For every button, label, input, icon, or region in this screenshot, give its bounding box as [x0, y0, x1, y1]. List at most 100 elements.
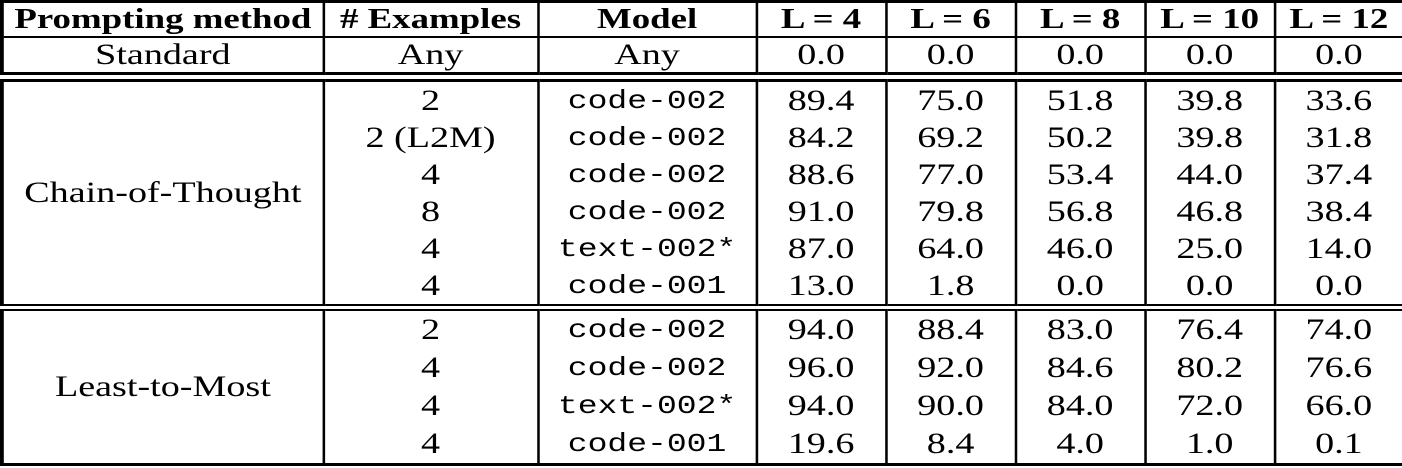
- value-cell: 39.8: [1143, 119, 1276, 156]
- table-row: 2 (L2M) code-002 84.2 69.2 50.2 39.8 31.…: [2, 119, 1402, 156]
- value-cell: 50.2: [1014, 119, 1147, 156]
- model-cell: code-002: [536, 307, 758, 349]
- model-cell: code-002: [536, 349, 758, 387]
- value-cell: 74.0: [1273, 307, 1402, 349]
- table-row: 4 text-002* 94.0 90.0 84.0 72.0 66.0: [2, 387, 1402, 425]
- value-cell: 0.1: [1273, 425, 1402, 465]
- value-cell: 84.2: [755, 119, 888, 156]
- value-cell: 88.4: [884, 307, 1017, 349]
- value-cell: 69.2: [884, 119, 1017, 156]
- examples-cell: 4: [321, 230, 540, 267]
- examples-cell: 2 (L2M): [321, 119, 540, 156]
- value-cell: 72.0: [1143, 387, 1276, 425]
- model-cell: code-001: [536, 425, 758, 465]
- value-cell: 96.0: [755, 349, 888, 387]
- table-row: 4 code-002 88.6 77.0 53.4 44.0 37.4: [2, 156, 1402, 193]
- table-row: 4 text-002* 87.0 64.0 46.0 25.0 14.0: [2, 230, 1402, 267]
- model-cell: code-002: [536, 193, 758, 230]
- value-cell: 84.0: [1014, 387, 1147, 425]
- table-row: 4 code-001 13.0 1.8 0.0 0.0 0.0: [2, 267, 1402, 311]
- column-header-l8: L = 8: [1014, 1, 1147, 38]
- column-header-l12: L = 12: [1273, 1, 1402, 38]
- table-row: 4 code-002 96.0 92.0 84.6 80.2 76.6: [2, 349, 1402, 387]
- value-cell: 94.0: [755, 307, 888, 349]
- table-row: Standard Any Any 0.0 0.0 0.0 0.0 0.0: [0, 37, 1402, 82]
- value-cell: 90.0: [884, 387, 1017, 425]
- value-cell: 94.0: [755, 387, 888, 425]
- model-cell: Any: [536, 37, 758, 82]
- value-cell: 0.0: [1143, 267, 1276, 311]
- examples-cell: 4: [321, 387, 540, 425]
- column-header-method: Prompting method: [0, 1, 325, 38]
- value-cell: 0.0: [755, 37, 888, 82]
- examples-cell: 4: [321, 156, 540, 193]
- value-cell: 46.0: [1014, 230, 1147, 267]
- value-cell: 1.0: [1143, 425, 1276, 465]
- examples-cell: Any: [321, 37, 540, 82]
- value-cell: 46.8: [1143, 193, 1276, 230]
- table-row: Least-to-Most 2 code-002 94.0 88.4 83.0 …: [0, 307, 1402, 465]
- value-cell: 0.0: [884, 37, 1017, 82]
- value-cell: 44.0: [1143, 156, 1276, 193]
- column-header-l6: L = 6: [884, 1, 1017, 38]
- value-cell: 39.8: [1143, 77, 1276, 119]
- value-cell: 75.0: [884, 77, 1017, 119]
- column-header-examples: # Examples: [321, 1, 540, 38]
- value-cell: 31.8: [1273, 119, 1402, 156]
- column-header-model: Model: [536, 1, 758, 38]
- value-cell: 0.0: [1014, 267, 1147, 311]
- value-cell: 87.0: [755, 230, 888, 267]
- model-cell: text-002*: [536, 387, 758, 425]
- table-row: Chain-of-Thought 2 code-002 89.4 75.0 51…: [0, 77, 1402, 311]
- examples-cell: 8: [321, 193, 540, 230]
- model-cell: code-002: [536, 156, 758, 193]
- value-cell: 56.8: [1014, 193, 1147, 230]
- value-cell: 4.0: [1014, 425, 1147, 465]
- table-row: 8 code-002 91.0 79.8 56.8 46.8 38.4: [2, 193, 1402, 230]
- value-cell: 66.0: [1273, 387, 1402, 425]
- value-cell: 77.0: [884, 156, 1017, 193]
- model-cell: code-001: [536, 267, 758, 311]
- examples-cell: 4: [321, 267, 540, 311]
- value-cell: 25.0: [1143, 230, 1276, 267]
- model-cell: code-002: [536, 77, 758, 119]
- value-cell: 76.4: [1143, 307, 1276, 349]
- value-cell: 76.6: [1273, 349, 1402, 387]
- value-cell: 1.8: [884, 267, 1017, 311]
- method-cell: Least-to-Most: [0, 307, 325, 465]
- column-header-l10: L = 10: [1143, 1, 1276, 38]
- value-cell: 83.0: [1014, 307, 1147, 349]
- column-header-l4: L = 4: [755, 1, 888, 38]
- value-cell: 92.0: [884, 349, 1017, 387]
- value-cell: 33.6: [1273, 77, 1402, 119]
- value-cell: 80.2: [1143, 349, 1276, 387]
- value-cell: 14.0: [1273, 230, 1402, 267]
- value-cell: 8.4: [884, 425, 1017, 465]
- examples-cell: 2: [321, 77, 540, 119]
- value-cell: 0.0: [1273, 267, 1402, 311]
- value-cell: 38.4: [1273, 193, 1402, 230]
- value-cell: 84.6: [1014, 349, 1147, 387]
- examples-cell: 4: [321, 425, 540, 465]
- method-cell: Chain-of-Thought: [0, 77, 325, 311]
- table-row: 4 code-001 19.6 8.4 4.0 1.0 0.1: [2, 425, 1402, 465]
- value-cell: 19.6: [755, 425, 888, 465]
- method-cell: Standard: [0, 37, 325, 82]
- value-cell: 0.0: [1273, 37, 1402, 82]
- value-cell: 88.6: [755, 156, 888, 193]
- header-row: Prompting method # Examples Model L = 4 …: [0, 1, 1402, 38]
- value-cell: 37.4: [1273, 156, 1402, 193]
- value-cell: 89.4: [755, 77, 888, 119]
- value-cell: 0.0: [1014, 37, 1147, 82]
- value-cell: 13.0: [755, 267, 888, 311]
- examples-cell: 2: [321, 307, 540, 349]
- value-cell: 64.0: [884, 230, 1017, 267]
- model-cell: code-002: [536, 119, 758, 156]
- value-cell: 53.4: [1014, 156, 1147, 193]
- value-cell: 91.0: [755, 193, 888, 230]
- examples-cell: 4: [321, 349, 540, 387]
- value-cell: 0.0: [1143, 37, 1276, 82]
